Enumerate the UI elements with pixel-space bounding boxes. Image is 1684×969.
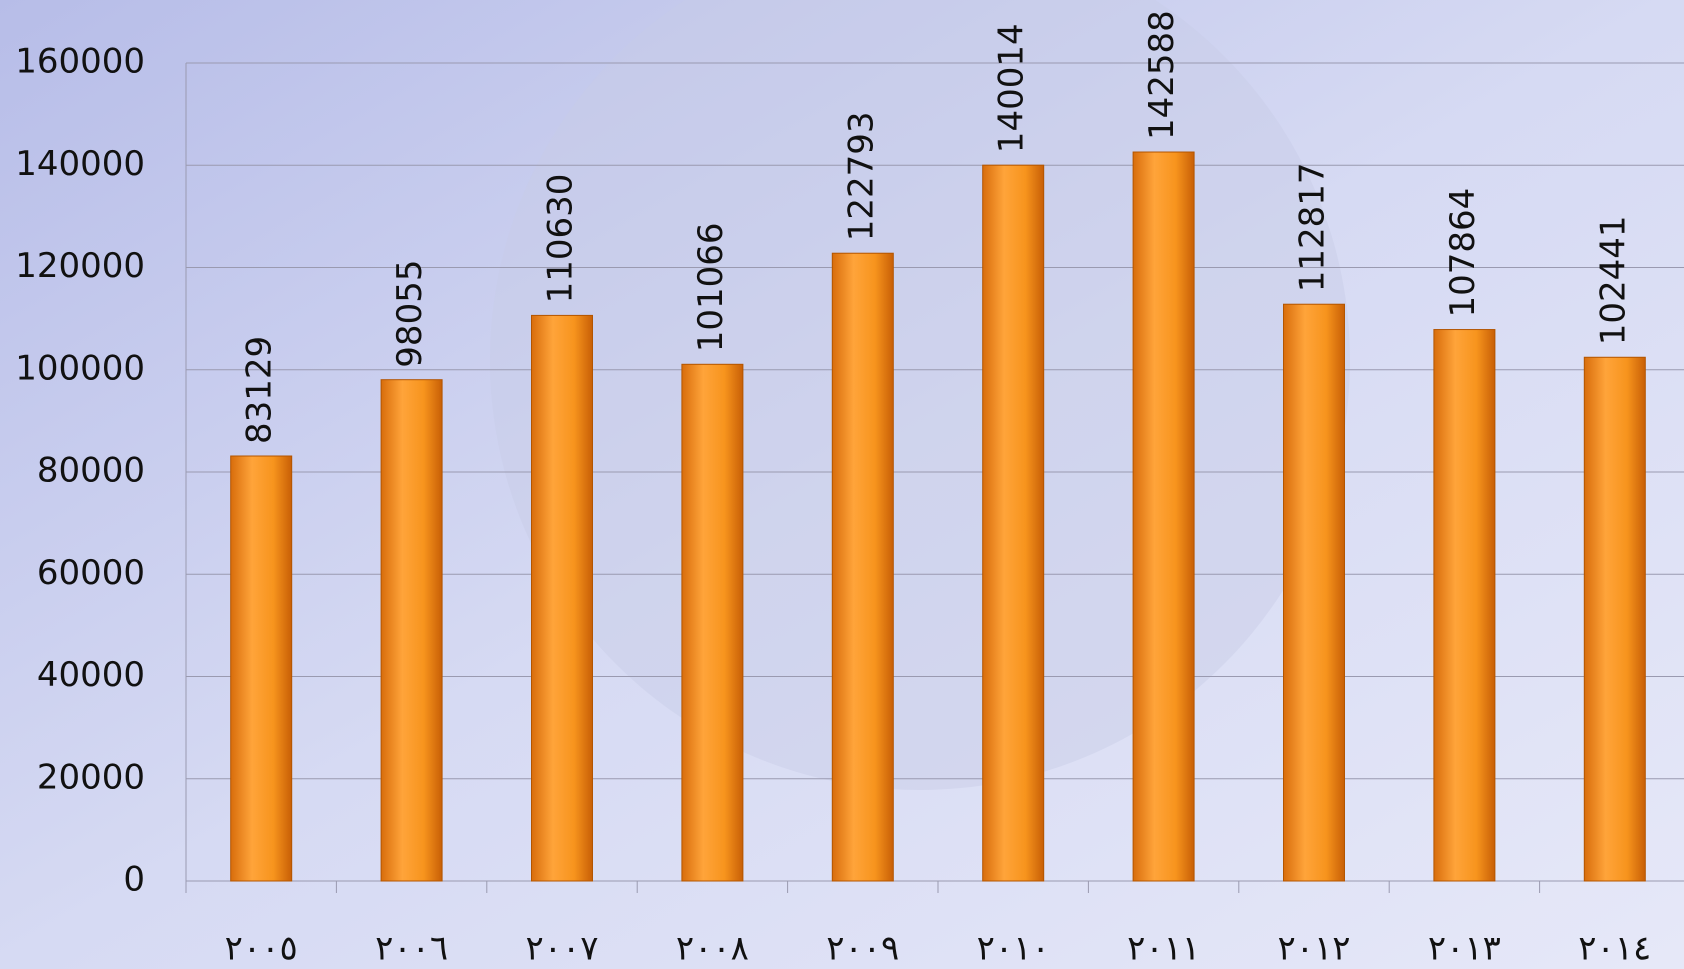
y-tick-label: 120000: [15, 246, 145, 286]
x-tick-label: ٢٠٠٨: [676, 929, 749, 969]
bar: [1132, 151, 1195, 882]
bar: [1583, 356, 1646, 882]
bar: [230, 455, 293, 882]
y-tick-label: 0: [123, 860, 145, 900]
x-tick-label: ٢٠١٤: [1578, 929, 1651, 969]
value-label: 101066: [691, 223, 731, 353]
bar: [982, 164, 1045, 882]
bar: [681, 363, 744, 882]
value-label: 110630: [541, 174, 581, 304]
x-tick-label: ٢٠١٢: [1277, 929, 1350, 969]
value-label: 83129: [240, 336, 280, 444]
x-tick-label: ٢٠١٣: [1428, 929, 1501, 969]
x-tick-label: ٢٠١٠: [977, 929, 1050, 969]
y-tick-label: 160000: [15, 42, 145, 82]
value-label: 122793: [841, 111, 881, 241]
x-tick-label: ٢٠٠٧: [525, 929, 598, 969]
y-tick-label: 60000: [37, 553, 145, 593]
value-label: 107864: [1443, 188, 1483, 318]
bar: [531, 314, 593, 882]
value-label: 142588: [1142, 10, 1182, 140]
x-tick-label: ٢٠١١: [1127, 929, 1200, 969]
y-tick-label: 40000: [37, 655, 145, 695]
x-tick-label: ٢٠٠٩: [826, 929, 899, 969]
bar: [831, 252, 894, 882]
value-label: 112817: [1293, 162, 1333, 292]
y-tick-label: 80000: [37, 451, 145, 491]
x-tick-label: ٢٠٠٦: [375, 929, 448, 969]
bar: [380, 379, 443, 882]
value-label: 98055: [390, 260, 430, 368]
bar: [1283, 303, 1345, 882]
x-tick-label: ٢٠٠٥: [225, 929, 298, 969]
value-label: 140014: [992, 23, 1032, 153]
y-tick-label: 100000: [15, 348, 145, 388]
value-label: 102441: [1593, 215, 1633, 345]
y-tick-label: 20000: [37, 757, 145, 797]
y-tick-label: 140000: [15, 144, 145, 184]
bar: [1433, 329, 1496, 882]
